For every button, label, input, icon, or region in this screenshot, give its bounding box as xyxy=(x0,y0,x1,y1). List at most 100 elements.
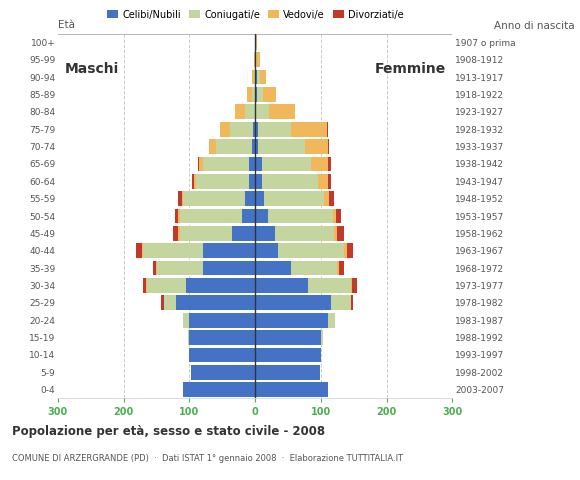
Bar xyxy=(255,174,262,189)
Bar xyxy=(262,174,318,189)
Bar xyxy=(178,226,180,241)
Bar xyxy=(255,70,256,84)
Bar xyxy=(350,296,353,310)
Bar xyxy=(186,278,255,293)
Bar xyxy=(188,330,190,345)
Bar xyxy=(253,122,255,136)
Bar xyxy=(328,156,331,171)
Bar xyxy=(255,330,321,345)
Bar xyxy=(255,139,259,154)
Bar xyxy=(255,348,321,362)
Text: COMUNE DI ARZERGRANDE (PD)  ·  Dati ISTAT 1° gennaio 2008  ·  Elaborazione TUTTI: COMUNE DI ARZERGRANDE (PD) · Dati ISTAT … xyxy=(12,454,403,463)
Bar xyxy=(350,278,352,293)
Bar xyxy=(255,87,256,102)
Text: Età: Età xyxy=(58,20,75,30)
Bar xyxy=(190,313,255,328)
Bar xyxy=(352,278,357,293)
Bar xyxy=(255,278,308,293)
Bar xyxy=(255,156,262,171)
Bar xyxy=(190,330,255,345)
Bar xyxy=(246,87,252,102)
Bar xyxy=(178,191,182,206)
Bar xyxy=(209,139,216,154)
Bar xyxy=(318,174,328,189)
Bar xyxy=(255,383,328,397)
Bar xyxy=(143,243,202,258)
Bar xyxy=(255,313,328,328)
Bar xyxy=(254,70,255,84)
Bar xyxy=(255,261,291,276)
Bar xyxy=(334,226,338,241)
Bar xyxy=(255,52,256,67)
Bar xyxy=(256,87,263,102)
Bar xyxy=(178,209,180,223)
Bar xyxy=(249,156,255,171)
Bar xyxy=(339,261,344,276)
Bar xyxy=(324,191,329,206)
Bar xyxy=(328,174,331,189)
Bar xyxy=(202,156,249,171)
Bar xyxy=(245,191,255,206)
Bar xyxy=(180,209,242,223)
Bar xyxy=(321,330,323,345)
Bar xyxy=(333,209,336,223)
Bar xyxy=(153,261,156,276)
Bar xyxy=(256,52,260,67)
Bar xyxy=(256,70,260,84)
Bar xyxy=(200,156,202,171)
Bar xyxy=(344,243,347,258)
Bar xyxy=(242,209,255,223)
Bar xyxy=(235,104,245,119)
Bar xyxy=(147,278,186,293)
Bar xyxy=(255,209,269,223)
Bar xyxy=(156,261,157,276)
Bar xyxy=(336,209,341,223)
Bar xyxy=(328,139,329,154)
Bar xyxy=(230,122,253,136)
Bar xyxy=(143,278,146,293)
Bar xyxy=(183,191,245,206)
Text: Femmine: Femmine xyxy=(375,62,446,76)
Legend: Celibi/Nubili, Coniugati/e, Vedovi/e, Divorziati/e: Celibi/Nubili, Coniugati/e, Vedovi/e, Di… xyxy=(103,6,408,24)
Bar xyxy=(259,139,304,154)
Bar xyxy=(264,191,324,206)
Bar xyxy=(194,174,196,189)
Bar xyxy=(146,278,147,293)
Bar xyxy=(255,226,275,241)
Bar xyxy=(232,226,255,241)
Bar xyxy=(252,139,255,154)
Bar xyxy=(136,243,142,258)
Bar xyxy=(190,348,255,362)
Bar xyxy=(338,261,339,276)
Bar xyxy=(183,383,255,397)
Bar xyxy=(275,226,334,241)
Bar xyxy=(191,365,255,380)
Bar xyxy=(258,122,291,136)
Bar xyxy=(202,243,255,258)
Bar xyxy=(173,226,178,241)
Text: Maschi: Maschi xyxy=(64,62,119,76)
Bar xyxy=(220,122,230,136)
Bar xyxy=(255,35,256,49)
Bar xyxy=(255,104,256,119)
Bar xyxy=(255,296,331,310)
Bar xyxy=(304,139,328,154)
Bar xyxy=(182,191,183,206)
Bar xyxy=(262,156,311,171)
Bar xyxy=(263,87,276,102)
Bar xyxy=(157,261,202,276)
Bar xyxy=(347,243,353,258)
Bar xyxy=(176,296,255,310)
Bar xyxy=(291,261,338,276)
Bar xyxy=(329,191,334,206)
Bar xyxy=(161,296,165,310)
Bar xyxy=(175,209,178,223)
Bar xyxy=(255,191,264,206)
Bar xyxy=(255,243,278,258)
Bar xyxy=(254,52,255,67)
Bar xyxy=(255,365,320,380)
Bar xyxy=(338,226,344,241)
Bar xyxy=(216,139,252,154)
Bar xyxy=(252,87,255,102)
Bar xyxy=(291,122,327,136)
